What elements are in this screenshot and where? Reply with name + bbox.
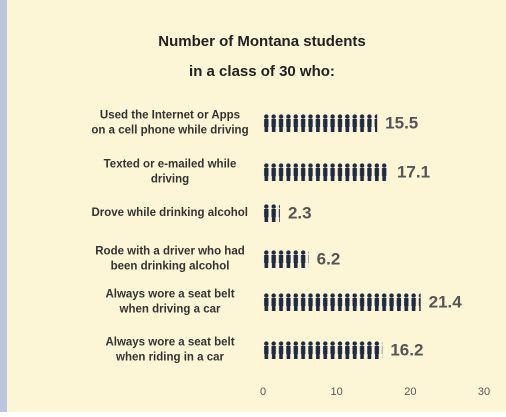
bar	[263, 204, 280, 222]
bar	[263, 250, 309, 268]
category-label: Used the Internet or Apps	[100, 110, 240, 122]
x-tick-label: 0	[260, 386, 266, 398]
value-label: 17.1	[397, 162, 430, 181]
bar	[263, 341, 383, 359]
value-label: 6.2	[317, 249, 341, 268]
chart-title: Number of Montana students	[158, 33, 366, 50]
category-label: Always wore a seat belt	[105, 289, 234, 301]
category-label: Rode with a driver who had	[95, 246, 245, 258]
category-label: when driving a car	[119, 304, 221, 316]
value-label: 15.5	[385, 113, 418, 132]
x-tick-label: 30	[478, 386, 490, 398]
category-label: Drove while drinking alcohol	[91, 207, 248, 219]
x-tick-label: 20	[404, 386, 416, 398]
category-label: when riding in a car	[115, 352, 225, 364]
value-label: 16.2	[390, 340, 423, 359]
left-border	[0, 0, 7, 412]
category-label: Texted or e-mailed while	[104, 159, 237, 171]
category-label: driving	[151, 174, 189, 186]
bar	[263, 114, 378, 132]
category-label: on a cell phone while driving	[91, 125, 248, 137]
x-tick-label: 10	[331, 386, 343, 398]
bar	[263, 293, 421, 311]
value-label: 2.3	[288, 203, 312, 222]
category-label: Always wore a seat belt	[105, 337, 234, 349]
chart-title: in a class of 30 who:	[189, 63, 335, 80]
value-label: 21.4	[429, 292, 463, 311]
bar	[263, 163, 389, 181]
category-label: been drinking alcohol	[111, 261, 230, 273]
